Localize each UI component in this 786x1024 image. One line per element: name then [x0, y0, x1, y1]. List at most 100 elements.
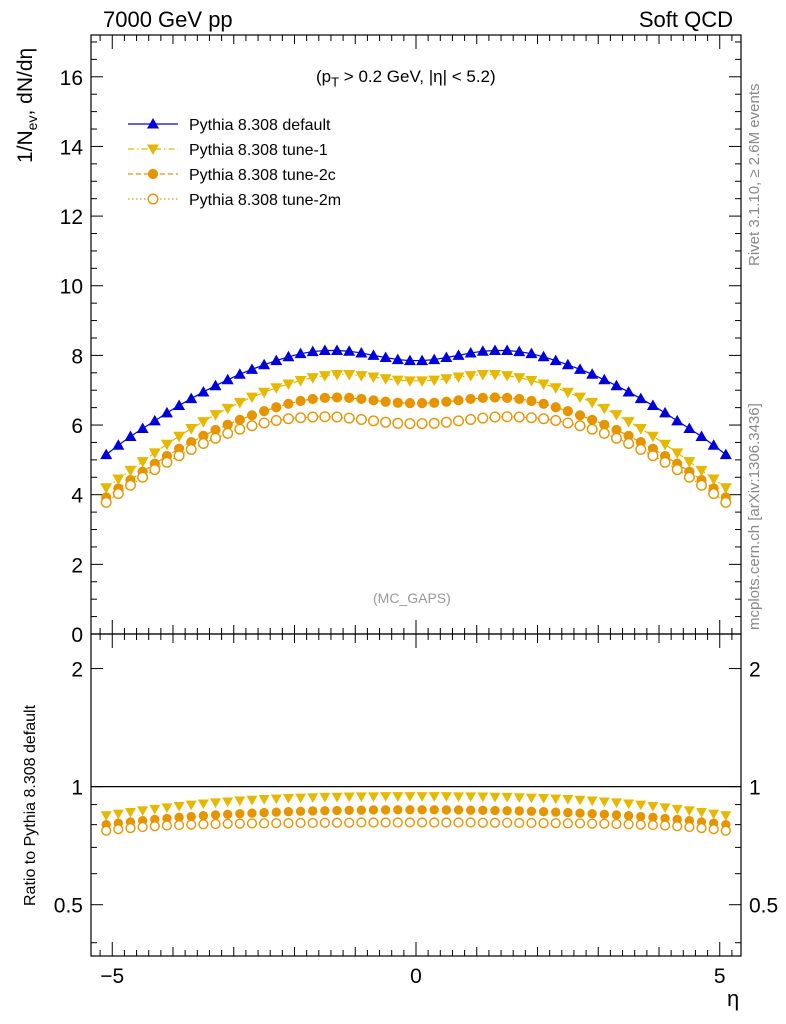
main-point-series-2 [331, 370, 344, 381]
main-point-series-1 [245, 363, 258, 374]
ratio-point-series-3 [149, 821, 160, 832]
ratio-point-series-3 [599, 818, 610, 829]
ratio-point-series-1 [501, 792, 513, 803]
main-series-line-2 [105, 373, 727, 489]
ratio-point-series-1 [246, 795, 258, 806]
ratio-point-series-1 [525, 793, 537, 804]
x-tick-label: −5 [100, 965, 124, 988]
main-point-series-2 [148, 448, 161, 459]
main-point-series-4 [161, 456, 173, 468]
ratio-point-series-1 [416, 792, 428, 802]
main-point-series-3 [538, 398, 549, 409]
ratio-point-series-3 [477, 817, 488, 828]
main-point-series-2 [112, 474, 125, 486]
main-point-series-2 [403, 376, 416, 387]
ratio-point-series-3 [101, 825, 112, 836]
ratio-y-tick-label-right: 2 [749, 659, 761, 682]
ratio-point-series-1 [331, 792, 343, 803]
main-point-series-4 [222, 427, 234, 439]
main-point-series-4 [343, 412, 355, 424]
main-point-series-4 [513, 411, 525, 423]
ratio-point-series-2 [368, 805, 379, 815]
main-point-series-1 [513, 345, 526, 357]
main-point-series-3 [477, 392, 488, 403]
main-point-series-4 [246, 420, 258, 432]
main-y-tick-label: 8 [71, 345, 83, 368]
ratio-point-series-3 [271, 818, 282, 829]
ratio-point-series-3 [720, 825, 731, 836]
main-point-series-1 [537, 350, 550, 362]
x-axis-label: η [727, 986, 740, 1011]
ratio-point-series-1 [380, 792, 392, 802]
main-point-series-2 [355, 371, 368, 382]
ratio-point-series-3 [659, 820, 671, 831]
main-point-series-3 [234, 414, 245, 425]
main-point-series-1 [501, 344, 514, 356]
main-point-series-4 [380, 416, 392, 428]
ratio-point-series-2 [320, 806, 330, 816]
ratio-point-series-1 [137, 806, 149, 817]
main-point-series-1 [549, 354, 562, 366]
main-point-series-2 [671, 448, 684, 459]
main-point-series-1 [197, 385, 210, 397]
main-point-series-1 [440, 351, 453, 362]
ratio-point-series-2 [611, 810, 622, 820]
ratio-point-series-1 [598, 797, 610, 808]
legend-label-3: Pythia 8.308 tune-2c [189, 167, 336, 184]
main-point-series-2 [683, 457, 696, 468]
ratio-point-series-1 [197, 799, 209, 810]
ratio-point-series-1 [489, 792, 501, 803]
ratio-point-series-1 [185, 800, 197, 811]
main-point-series-1 [586, 368, 599, 379]
main-point-series-2 [622, 417, 635, 428]
ratio-point-series-3 [416, 817, 428, 828]
main-point-series-3 [246, 410, 258, 421]
ratio-point-series-1 [404, 792, 416, 802]
main-point-series-4 [137, 471, 149, 483]
ratio-point-series-2 [344, 805, 354, 816]
main-point-series-2 [586, 397, 599, 409]
main-point-series-1 [476, 345, 489, 356]
ratio-point-series-1 [696, 808, 708, 818]
ratio-y-tick-label-left: 1 [71, 777, 83, 800]
main-point-series-1 [403, 354, 416, 366]
main-point-series-4 [574, 420, 586, 432]
ratio-point-series-2 [636, 811, 646, 822]
main-point-series-2 [233, 397, 246, 409]
ratio-point-series-1 [671, 804, 683, 815]
ratio-y-tick-label-left: 0.5 [54, 895, 83, 918]
main-point-series-2 [501, 371, 514, 382]
main-point-series-1 [488, 344, 501, 356]
ratio-point-series-3 [550, 818, 561, 829]
main-point-series-4 [173, 450, 185, 462]
ratio-point-series-3 [356, 817, 367, 828]
main-point-series-3 [562, 406, 573, 417]
main-point-series-2 [610, 410, 623, 421]
process-label: Soft QCD [638, 7, 733, 32]
main-point-series-3 [441, 396, 452, 407]
main-point-series-2 [428, 375, 441, 387]
main-point-series-3 [574, 410, 586, 421]
main-point-series-4 [720, 496, 732, 508]
ratio-point-series-2 [235, 809, 245, 819]
ratio-point-series-2 [660, 813, 670, 824]
ratio-point-series-3 [210, 818, 221, 830]
main-y-tick-label: 14 [60, 136, 84, 159]
main-point-series-4 [489, 411, 501, 423]
main-point-series-3 [222, 419, 233, 430]
ratio-point-series-3 [259, 818, 270, 829]
ratio-point-series-3 [113, 824, 124, 835]
ratio-point-series-2 [247, 808, 257, 818]
ratio-point-series-3 [611, 818, 622, 830]
main-point-series-4 [307, 411, 319, 423]
main-point-series-4 [550, 415, 562, 427]
ratio-point-series-3 [173, 819, 185, 831]
ratio-point-series-2 [271, 807, 281, 817]
main-point-series-3 [356, 393, 367, 405]
main-point-series-2 [561, 387, 574, 399]
main-point-series-1 [452, 349, 465, 360]
main-point-series-4 [258, 417, 270, 429]
ratio-point-series-3 [161, 820, 173, 831]
ratio-point-series-2 [575, 808, 585, 818]
ratio-point-series-1 [222, 797, 234, 808]
